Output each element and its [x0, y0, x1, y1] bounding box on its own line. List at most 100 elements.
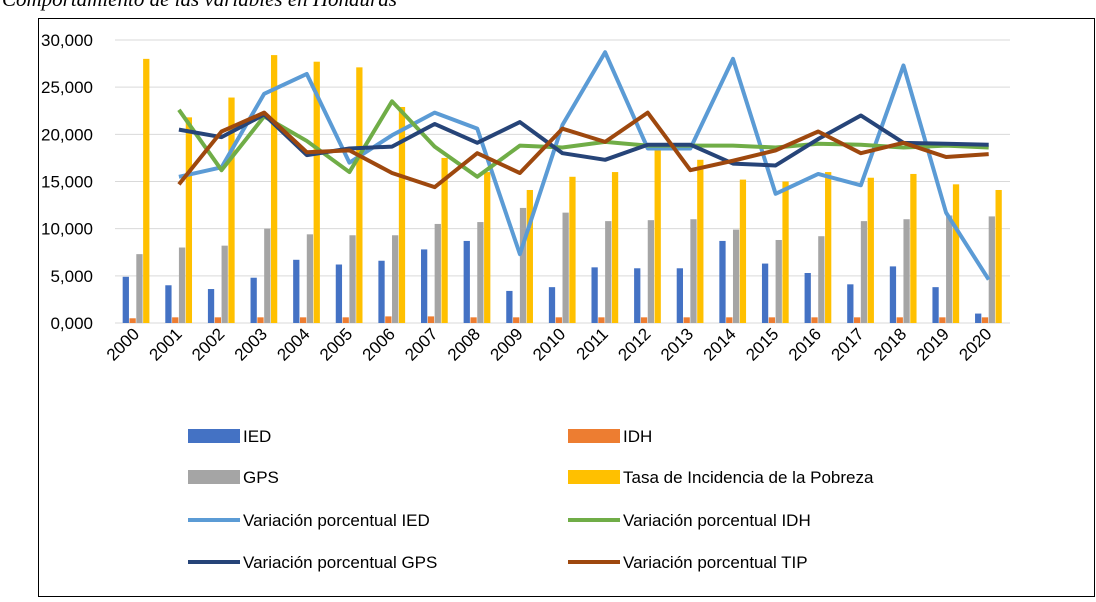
x-tick-label: 2005 [316, 324, 356, 364]
bar [506, 290, 513, 323]
bar [385, 316, 392, 323]
bar [342, 317, 349, 323]
bar [768, 317, 776, 323]
bar [548, 287, 556, 323]
legend-label: Variación porcentual IDH [623, 511, 811, 530]
bar [804, 273, 811, 323]
legend-label: IDH [623, 427, 652, 446]
bar [676, 268, 683, 323]
x-tick-label: 2014 [700, 324, 740, 364]
bar [932, 287, 939, 323]
bar [640, 317, 648, 323]
bar [228, 97, 235, 323]
x-tick-label: 2004 [273, 324, 313, 364]
line-series [177, 110, 989, 190]
legend-swatch [568, 429, 620, 443]
bar [293, 259, 300, 323]
bar [634, 268, 641, 323]
bar [270, 55, 278, 324]
bar [356, 67, 363, 324]
bar [470, 317, 477, 323]
legend-label: GPS [243, 468, 279, 487]
bar [889, 266, 897, 323]
bar [975, 313, 982, 323]
bar [896, 317, 903, 323]
x-tick-label: 2010 [529, 324, 569, 364]
x-tick-label: 2016 [785, 324, 825, 364]
y-tick-label: 15,000 [41, 173, 93, 192]
y-tick-label: 5,000 [50, 267, 93, 286]
bar [811, 317, 818, 323]
bar [988, 216, 995, 323]
bar [207, 289, 215, 323]
x-tick-label: 2003 [231, 324, 271, 364]
bar [782, 181, 789, 323]
legend-label: Variación porcentual TIP [623, 553, 808, 572]
bar [513, 317, 520, 323]
bar [952, 184, 960, 323]
bar [683, 317, 690, 323]
bar [421, 249, 428, 323]
bar [349, 235, 356, 323]
bar [739, 179, 747, 323]
bar [591, 267, 598, 323]
bar [605, 221, 612, 323]
bar [143, 58, 150, 323]
bar [264, 228, 271, 323]
line-series [178, 50, 991, 281]
bar [434, 223, 441, 323]
bar [860, 221, 868, 323]
y-tick-label: 10,000 [41, 220, 93, 239]
x-tick-label: 2008 [444, 324, 484, 364]
legend-label: Variación porcentual IED [243, 511, 430, 530]
y-tick-label: 25,000 [41, 78, 93, 97]
bar [378, 260, 385, 323]
bar [172, 317, 179, 323]
bar [299, 317, 307, 323]
bar [463, 240, 470, 323]
bar [726, 317, 733, 323]
bar [697, 159, 704, 323]
bar [221, 245, 228, 323]
bar [647, 220, 655, 323]
x-tick-label: 2007 [401, 324, 441, 364]
line-series [178, 112, 989, 168]
x-tick-label: 2019 [913, 324, 953, 364]
legend-label: IED [243, 427, 271, 446]
bar [867, 177, 874, 323]
bar [398, 106, 406, 323]
bar [732, 229, 740, 323]
x-tick-label: 2013 [657, 324, 697, 364]
bar [526, 189, 533, 323]
bar [129, 318, 136, 323]
bar [257, 317, 264, 323]
x-tick-label: 2001 [146, 324, 186, 364]
bar [136, 254, 143, 323]
x-tick-label: 2015 [742, 324, 782, 364]
bar [185, 117, 193, 323]
x-tick-label: 2018 [870, 324, 910, 364]
bar [598, 317, 605, 323]
bar [250, 277, 257, 323]
bar [910, 173, 917, 323]
bar [981, 317, 989, 323]
bar [165, 285, 172, 323]
bar [719, 240, 726, 323]
legend-swatch [188, 470, 240, 484]
chart-title: Comportamiento de las variables en Hondu… [2, 0, 397, 11]
bar [555, 317, 562, 323]
bar [335, 264, 343, 323]
y-tick-label: 20,000 [41, 125, 93, 144]
bar [995, 189, 1002, 323]
bar [946, 215, 953, 323]
legend-label: Tasa de Incidencia de la Pobreza [623, 468, 874, 487]
bar [562, 212, 569, 323]
bar [477, 222, 484, 323]
legend-swatch [568, 470, 620, 484]
bar [825, 172, 832, 323]
x-tick-label: 2020 [955, 324, 995, 364]
x-tick-label: 2011 [573, 324, 612, 363]
bar [214, 317, 222, 323]
bar [690, 219, 697, 323]
